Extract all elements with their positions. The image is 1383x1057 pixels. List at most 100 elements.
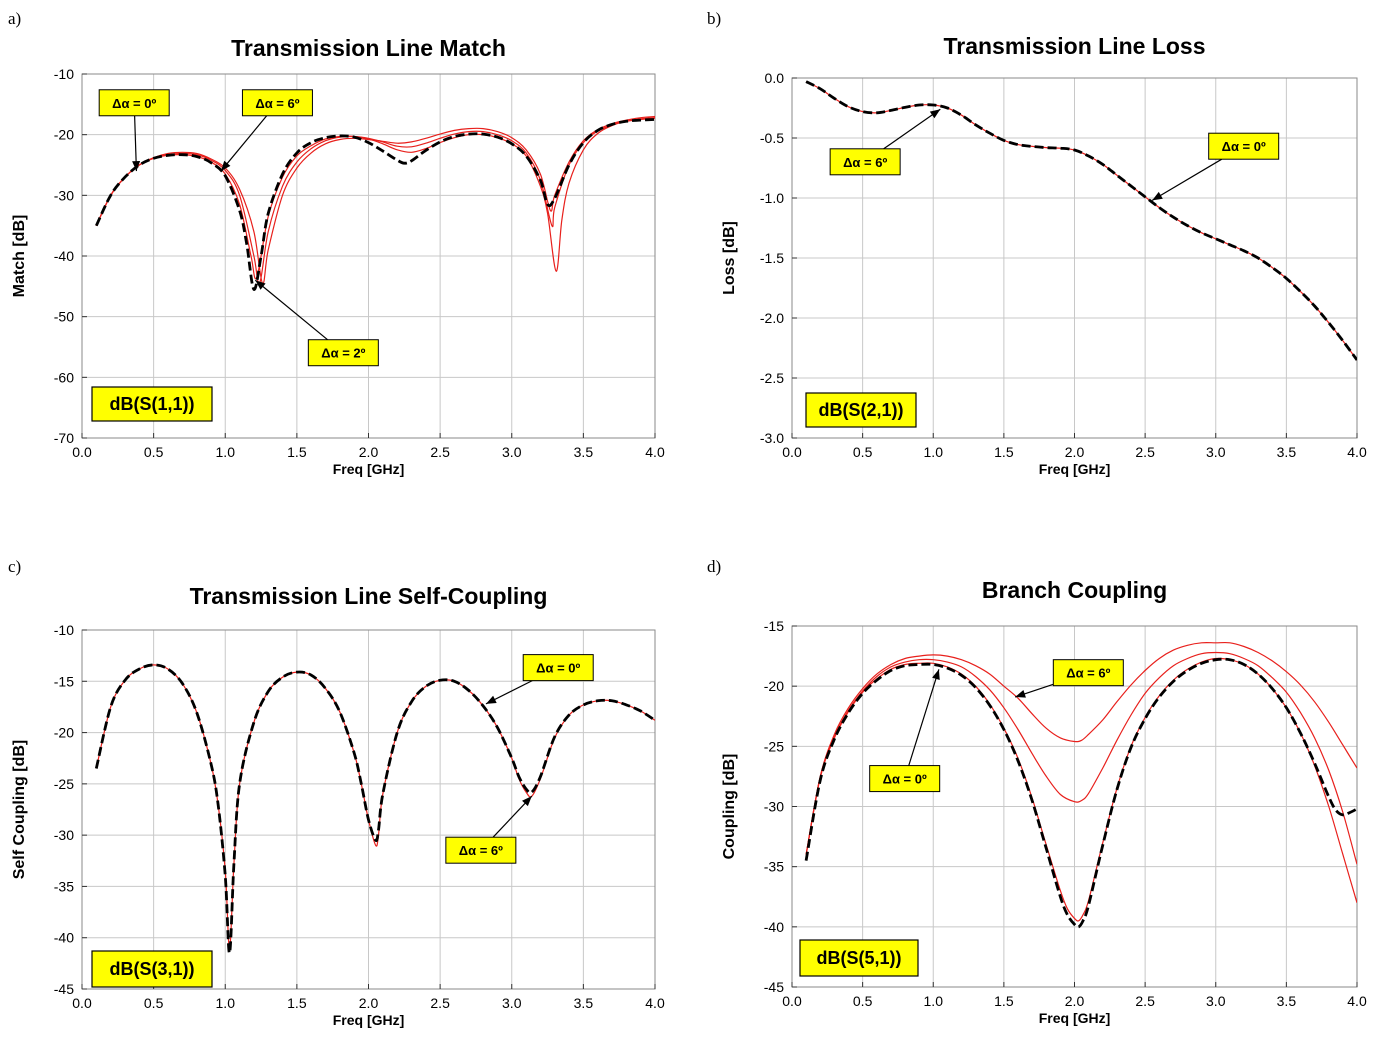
series-line-4 xyxy=(95,118,655,291)
y-axis-label: Match [dB] xyxy=(11,215,28,298)
annotation-box xyxy=(307,339,379,367)
parameter-label: dB(S(1,1)) xyxy=(91,386,213,422)
annotation-box xyxy=(522,654,594,682)
y-tick-label: -20 xyxy=(764,678,784,694)
x-tick-label: 2.5 xyxy=(430,444,450,460)
chart-panel-1: a) Transmission Line Match 0.0 0.5 1.0 1.5 2.0… xyxy=(8,9,665,477)
parameter-label-box xyxy=(805,392,917,428)
parameter-label-text: dB(S(3,1)) xyxy=(110,959,195,979)
annotation-text: Δα = 0º xyxy=(536,661,580,676)
annotation-1: Δα = 0º xyxy=(485,654,594,705)
annotation-text: Δα = 6º xyxy=(1066,666,1110,681)
series-line-2 xyxy=(805,651,1357,865)
y-tick-label: -40 xyxy=(54,930,74,946)
x-tick-label: 1.5 xyxy=(287,444,307,460)
x-tick-label: 3.0 xyxy=(1206,993,1226,1009)
annotation-text: Δα = 0º xyxy=(1222,139,1266,154)
chart-title: Transmission Line Match xyxy=(231,35,506,61)
x-tick-label: 0.0 xyxy=(72,995,92,1011)
annotation-box xyxy=(869,765,941,793)
y-tick-label: -3.0 xyxy=(760,430,784,446)
x-tick-label: 1.0 xyxy=(216,444,236,460)
y-tick-label: -20 xyxy=(54,725,74,741)
annotation-arrowhead xyxy=(929,109,941,119)
x-tick-label: 2.0 xyxy=(359,444,379,460)
parameter-label-box xyxy=(91,386,213,422)
panel-label: a) xyxy=(8,9,21,28)
y-tick-label: -10 xyxy=(54,66,74,82)
y-tick-label: -1.5 xyxy=(760,250,784,266)
annotation-1: Δα = 0º xyxy=(98,89,170,172)
series-line-4 xyxy=(804,657,1357,929)
y-axis-label: Coupling [dB] xyxy=(721,754,738,860)
y-tick-label: -45 xyxy=(54,981,74,997)
x-tick-label: 0.5 xyxy=(853,993,873,1009)
chart-panel-2: b) Transmission Line Loss 0.0 0.5 1.0 1.5 2.0 2… xyxy=(707,9,1367,477)
annotation-box xyxy=(241,89,313,117)
annotation-arrowhead xyxy=(1152,191,1163,201)
annotation-text: Δα = 6º xyxy=(459,843,503,858)
parameter-label: dB(S(2,1)) xyxy=(805,392,917,428)
x-tick-label: 3.5 xyxy=(574,995,594,1011)
x-tick-label: 4.0 xyxy=(1347,993,1367,1009)
x-tick-label: 2.5 xyxy=(430,995,450,1011)
annotation-arrowhead xyxy=(522,796,532,807)
y-tick-label: -1.0 xyxy=(760,190,784,206)
x-tick-label: 4.0 xyxy=(645,444,665,460)
annotation-2: Δα = 0º xyxy=(869,669,941,793)
y-tick-label: -15 xyxy=(54,673,74,689)
x-tick-label: 1.0 xyxy=(924,993,944,1009)
annotation-box xyxy=(445,836,517,864)
series-line-2 xyxy=(95,117,655,285)
y-tick-label: 0.0 xyxy=(765,70,785,86)
annotation-box xyxy=(98,89,170,117)
y-tick-label: -70 xyxy=(54,430,74,446)
x-tick-label: 2.0 xyxy=(1065,993,1085,1009)
y-tick-label: -2.5 xyxy=(760,370,784,386)
annotation-arrowhead xyxy=(932,669,940,681)
annotation-2: Δα = 6º xyxy=(445,795,533,864)
x-tick-label: 4.0 xyxy=(645,995,665,1011)
x-tick-label: 0.0 xyxy=(782,993,802,1009)
x-axis-label: Freq [GHz] xyxy=(333,1012,405,1028)
y-axis-label: Self Coupling [dB] xyxy=(11,740,28,880)
parameter-label-text: dB(S(2,1)) xyxy=(819,400,904,420)
series-line-2 xyxy=(805,80,1357,361)
annotation-1: Δα = 6º xyxy=(1014,659,1124,698)
x-tick-label: 1.5 xyxy=(994,444,1014,460)
x-axis-label: Freq [GHz] xyxy=(1039,461,1111,477)
y-tick-label: -50 xyxy=(54,309,74,325)
annotation-3: Δα = 2º xyxy=(254,279,379,367)
series-line-2 xyxy=(94,663,655,955)
annotation-text: Δα = 0º xyxy=(883,772,927,787)
y-tick-label: -30 xyxy=(764,799,784,815)
y-tick-label: -30 xyxy=(54,827,74,843)
y-tick-label: -20 xyxy=(54,127,74,143)
chart-title: Branch Coupling xyxy=(982,577,1167,603)
y-tick-label: -0.5 xyxy=(760,130,784,146)
annotation-box xyxy=(1052,659,1124,687)
x-tick-label: 0.5 xyxy=(853,444,873,460)
x-tick-label: 1.5 xyxy=(994,993,1014,1009)
x-tick-label: 1.0 xyxy=(924,444,944,460)
annotation-arrow xyxy=(1151,158,1223,201)
y-tick-label: -15 xyxy=(764,618,784,634)
annotation-box xyxy=(829,148,901,176)
chart-panel-4: d) Branch Coupling 0.0 0.5 1.0 1.5 2.0 2.5 3.0 3.… xyxy=(707,557,1367,1026)
annotation-2: Δα = 0º xyxy=(1151,132,1280,201)
annotation-arrowhead xyxy=(220,160,231,172)
parameter-label-box xyxy=(799,939,919,977)
annotation-text: Δα = 0º xyxy=(112,96,156,111)
x-tick-label: 3.5 xyxy=(1277,993,1297,1009)
x-tick-label: 1.0 xyxy=(216,995,236,1011)
annotation-arrow xyxy=(908,669,940,766)
annotation-box xyxy=(1208,132,1280,160)
annotation-arrow xyxy=(220,115,268,172)
x-axis-label: Freq [GHz] xyxy=(333,461,405,477)
series-line-3 xyxy=(805,657,1357,922)
parameter-label-box xyxy=(91,950,213,988)
y-tick-label: -60 xyxy=(54,369,74,385)
annotation-arrow xyxy=(883,108,941,150)
y-tick-label: -35 xyxy=(764,859,784,875)
